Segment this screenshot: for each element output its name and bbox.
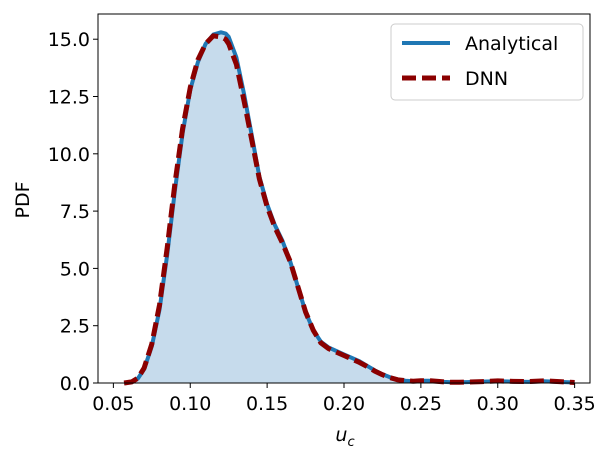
x-tick-label: 0.25	[400, 393, 442, 415]
y-tick-label: 7.5	[60, 201, 90, 223]
y-tick-label: 2.5	[60, 316, 90, 338]
x-tick-label: 0.20	[323, 393, 365, 415]
y-axis: 0.0 2.5 5.0 7.5 10.0 12.5 15.0	[48, 29, 98, 395]
x-axis-label: uc	[335, 424, 354, 450]
x-tick-label: 0.30	[477, 393, 519, 415]
y-tick-label: 12.5	[48, 87, 90, 109]
line-layer	[123, 30, 575, 386]
x-tick-label: 0.15	[246, 393, 288, 415]
y-tick-label: 10.0	[48, 144, 90, 166]
legend-label-analytical: Analytical	[465, 33, 558, 55]
series-line-dnn	[123, 33, 575, 386]
y-axis-label: PDF	[12, 181, 34, 218]
y-tick-label: 15.0	[48, 29, 90, 51]
y-tick-label: 0.0	[60, 373, 90, 395]
x-axis: 0.05 0.10 0.15 0.20 0.25 0.30 0.35	[92, 383, 596, 415]
y-tick-label: 5.0	[60, 258, 90, 280]
x-tick-label: 0.10	[169, 393, 211, 415]
x-tick-label: 0.05	[92, 393, 134, 415]
legend-label-dnn: DNN	[465, 68, 508, 90]
legend: Analytical DNN	[390, 23, 584, 101]
x-tick-label: 0.35	[553, 393, 595, 415]
density-fill-area	[124, 32, 575, 384]
fill-layer	[124, 32, 575, 384]
